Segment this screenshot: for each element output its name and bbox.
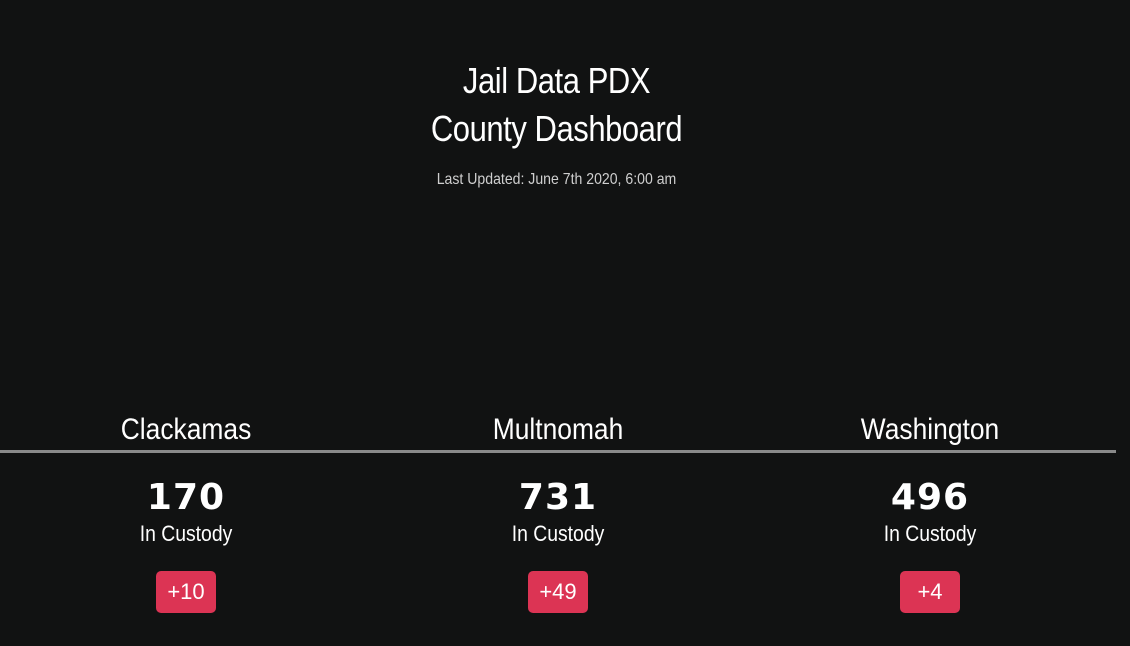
change-badge: +49 <box>528 571 588 613</box>
page-title-line-1: Jail Data PDX <box>462 60 651 101</box>
custody-label: In Custody <box>511 521 605 546</box>
county-stats-row: 170 In Custody +10 731 In Custody +49 49… <box>0 453 1116 613</box>
county-card-multnomah: 731 In Custody +49 <box>372 453 744 613</box>
change-badge: +4 <box>900 571 960 613</box>
county-names-row: Clackamas Multnomah Washington <box>0 410 1116 453</box>
page-header: Jail Data PDX County Dashboard Last Upda… <box>0 0 1113 189</box>
last-updated-text: Last Updated: June 7th 2020, 6:00 am <box>436 171 677 188</box>
custody-label: In Custody <box>883 521 977 546</box>
county-card-washington: 496 In Custody +4 <box>744 453 1116 613</box>
custody-count: 170 <box>146 477 226 518</box>
county-name-washington: Washington <box>860 413 1000 446</box>
custody-count: 496 <box>890 477 970 518</box>
custody-count: 731 <box>518 477 598 518</box>
county-name-clackamas: Clackamas <box>120 413 252 446</box>
county-grid: Clackamas Multnomah Washington 170 In Cu… <box>0 410 1116 613</box>
county-card-clackamas: 170 In Custody +10 <box>0 453 372 613</box>
change-badge: +10 <box>156 571 216 613</box>
custody-label: In Custody <box>139 521 233 546</box>
county-name-multnomah: Multnomah <box>492 413 624 446</box>
page-title-line-2: County Dashboard <box>430 108 683 149</box>
